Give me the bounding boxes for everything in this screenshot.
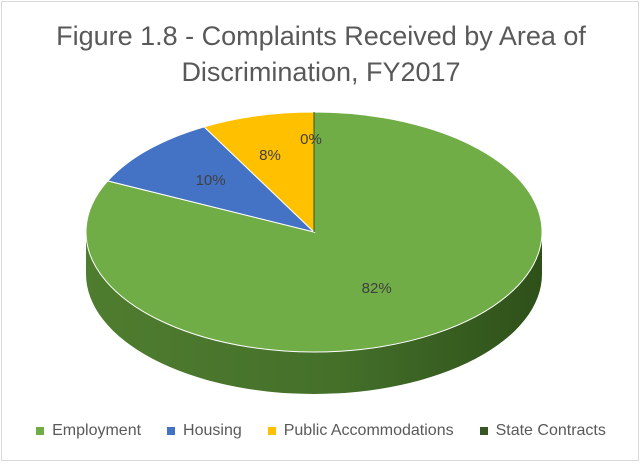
chart-title: Figure 1.8 - Complaints Received by Area… bbox=[0, 18, 642, 90]
legend-label: State Contracts bbox=[495, 422, 606, 439]
legend-swatch bbox=[267, 427, 276, 435]
legend-label: Housing bbox=[183, 422, 242, 439]
pie-slice-public-accommodations bbox=[203, 111, 315, 234]
pie-top-slices bbox=[85, 111, 543, 353]
pie-slice-employment bbox=[85, 111, 543, 353]
pie-side-employment bbox=[86, 232, 542, 394]
legend-label: Public Accommodations bbox=[283, 422, 454, 439]
legend-item-employment: Employment bbox=[36, 422, 141, 440]
legend-swatch bbox=[479, 427, 488, 435]
data-label-employment: 82% bbox=[362, 280, 392, 297]
data-label-public-accommodations: 8% bbox=[259, 147, 281, 164]
data-label-housing: 10% bbox=[196, 172, 226, 189]
legend: Employment Housing Public Accommodations St… bbox=[0, 420, 642, 442]
legend-item-state-contracts: State Contracts bbox=[479, 422, 606, 440]
data-label-state-contracts: 0% bbox=[300, 131, 322, 148]
pie-slice-housing bbox=[106, 126, 316, 233]
chart-title-line-1: Figure 1.8 - Complaints Received by Area… bbox=[56, 21, 586, 51]
legend-item-housing: Housing bbox=[167, 422, 242, 440]
legend-label: Employment bbox=[52, 422, 142, 439]
pie-data-labels: 82% 10% 8% 0% bbox=[196, 131, 392, 297]
legend-swatch bbox=[36, 427, 45, 435]
legend-swatch bbox=[167, 427, 176, 435]
pie-side-walls bbox=[86, 232, 542, 394]
legend-item-public-accommodations: Public Accommodations bbox=[267, 422, 454, 440]
chart-title-line-2: Discrimination, FY2017 bbox=[181, 57, 461, 87]
